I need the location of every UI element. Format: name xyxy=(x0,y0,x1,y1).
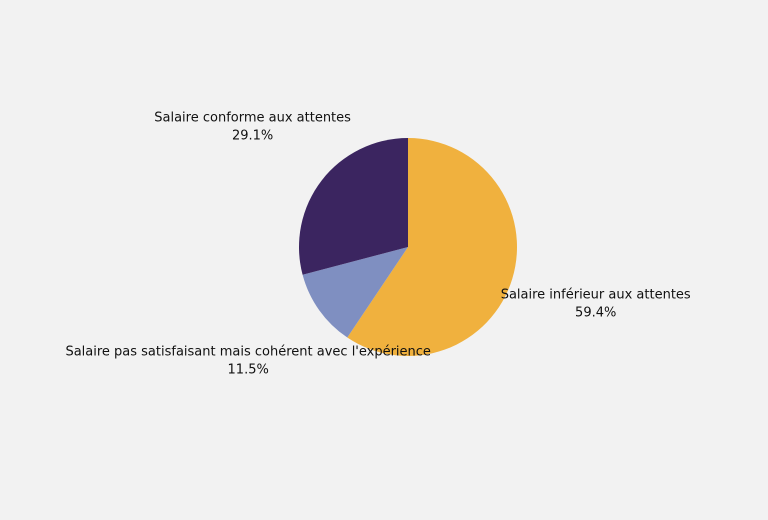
pie-slice xyxy=(347,138,517,356)
slice-value-label: 11.5% xyxy=(228,362,269,377)
slice-label: Salaire inférieur aux attentes xyxy=(501,288,691,303)
pie-slice xyxy=(302,247,408,338)
slice-value-label: 29.1% xyxy=(232,129,273,144)
slice-label: Salaire conforme aux attentes xyxy=(154,111,351,126)
slice-label: Salaire pas satisfaisant mais cohérent a… xyxy=(65,344,431,359)
slice-value-label: 59.4% xyxy=(575,306,616,321)
pie-slice xyxy=(298,138,408,275)
